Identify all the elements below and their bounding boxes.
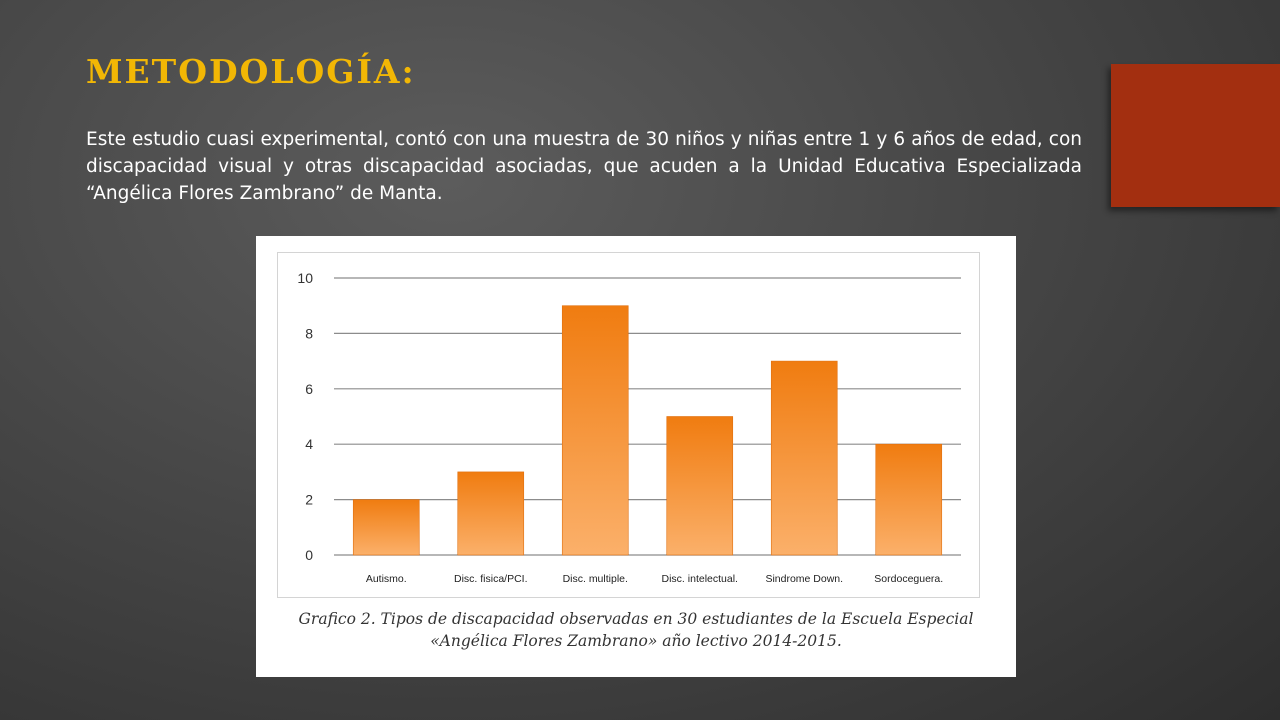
y-tick-label: 2 bbox=[305, 492, 313, 508]
x-tick-label: Sordoceguera. bbox=[874, 573, 943, 585]
bar bbox=[561, 305, 629, 556]
x-tick-label: Disc. intelectual. bbox=[662, 573, 738, 585]
bar bbox=[770, 360, 838, 556]
bar-chart: 0 2 4 6 8 10 Autismo. Disc. fisica/PCI. Disc. m… bbox=[297, 270, 961, 585]
x-tick-label: Disc. fisica/PCI. bbox=[454, 573, 528, 585]
caption-line-2: «Angélica Flores Zambrano» año lectivo 2… bbox=[430, 632, 842, 650]
y-tick-label: 4 bbox=[305, 436, 313, 452]
y-axis-ticks: 0 2 4 6 8 10 bbox=[297, 270, 313, 563]
y-tick-label: 10 bbox=[297, 270, 313, 286]
bars bbox=[352, 305, 943, 556]
y-tick-label: 6 bbox=[305, 381, 313, 397]
chart-figure: 0 2 4 6 8 10 Autismo. Disc. fisica/PCI. Disc. m… bbox=[256, 236, 1016, 677]
x-tick-label: Autismo. bbox=[366, 573, 407, 585]
y-tick-label: 8 bbox=[305, 325, 313, 341]
x-axis-labels: Autismo. Disc. fisica/PCI. Disc. multiple.… bbox=[366, 573, 943, 585]
bar bbox=[666, 416, 734, 556]
caption-line-1: Grafico 2. Tipos de discapacidad observa… bbox=[298, 610, 974, 628]
methodology-paragraph: Este estudio cuasi experimental, contó c… bbox=[86, 129, 1082, 204]
x-tick-label: Sindrome Down. bbox=[765, 573, 843, 585]
accent-block bbox=[1111, 64, 1280, 207]
x-tick-label: Disc. multiple. bbox=[563, 573, 628, 585]
slide-title: METODOLOGÍA: bbox=[86, 52, 416, 91]
bar bbox=[457, 471, 525, 556]
grid-lines bbox=[334, 277, 961, 556]
chart-caption: Grafico 2. Tipos de discapacidad observa… bbox=[286, 608, 986, 652]
bar bbox=[875, 443, 943, 556]
y-tick-label: 0 bbox=[305, 547, 313, 563]
chart-frame bbox=[277, 252, 980, 598]
bar bbox=[352, 499, 420, 556]
